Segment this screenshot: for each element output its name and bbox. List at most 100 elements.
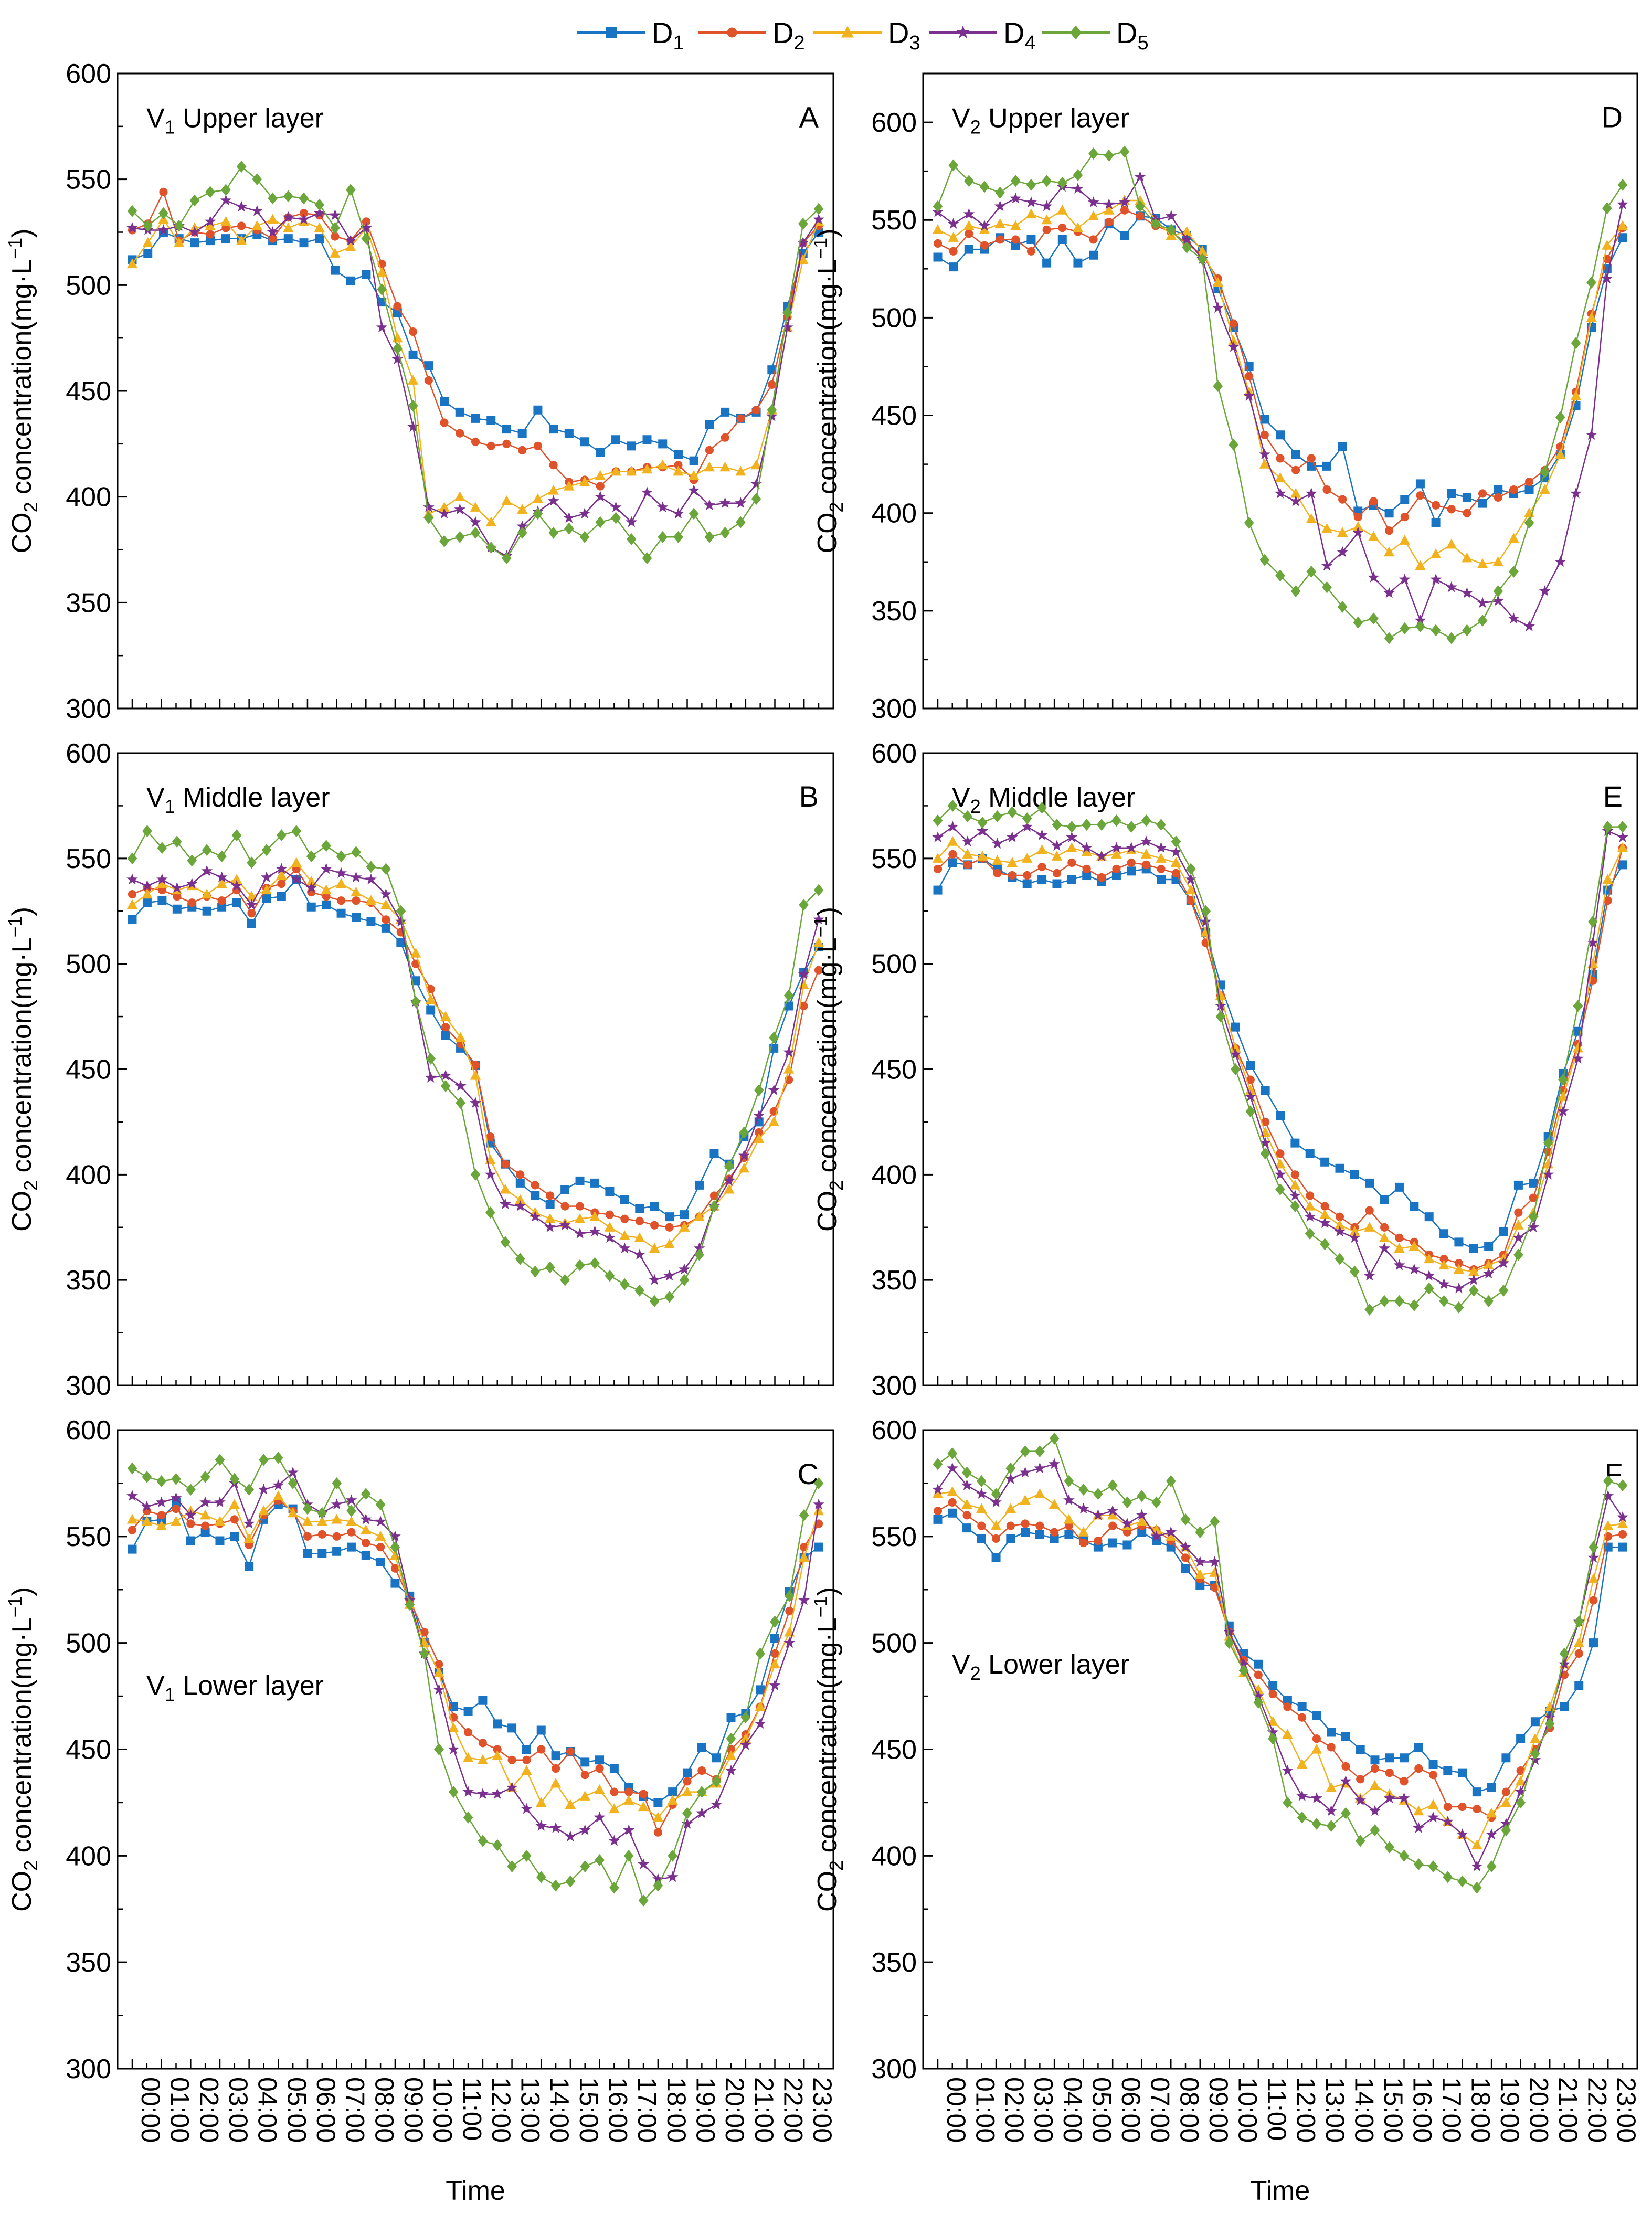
data-point [1089,235,1098,244]
data-point [1035,1521,1044,1530]
data-point [575,1176,585,1185]
data-point [1275,569,1285,582]
data-point [756,1685,765,1695]
data-point [1006,831,1018,842]
data-point [390,1564,400,1573]
data-point [575,1259,585,1272]
data-point [1209,1567,1220,1577]
data-point [595,1755,605,1765]
data-point [1050,1528,1059,1537]
data-point [1057,177,1067,189]
series-d4 [126,1466,824,1884]
data-point [1413,1805,1424,1816]
data-point [1512,1232,1524,1243]
data-point [620,1195,629,1205]
data-point [1127,858,1136,867]
x-tick-label: 09:00 [1204,2077,1233,2143]
data-point [1334,1220,1346,1230]
data-point [1454,1301,1464,1314]
data-point [1617,198,1628,209]
data-point [1140,835,1152,846]
data-point [1290,495,1302,506]
data-point [267,226,279,237]
data-point [493,1719,502,1729]
data-point [1120,206,1129,215]
data-point [948,159,959,172]
data-point [259,1454,269,1466]
data-point [1156,853,1167,863]
data-point [1312,1734,1321,1743]
data-point [1589,1596,1598,1605]
data-point [1492,556,1503,566]
data-point [992,855,1003,865]
data-point [1194,1556,1206,1567]
data-point [1570,390,1582,400]
data-point [1103,198,1115,209]
data-point [1259,554,1270,566]
data-point [424,361,433,370]
data-point [1385,1769,1394,1777]
legend-item-d3: D3 [813,16,920,54]
data-point [1408,1263,1420,1275]
data-point [1571,337,1581,350]
data-point [408,350,418,359]
data-point [721,407,730,417]
data-point [551,1764,560,1773]
data-point [550,1822,562,1833]
data-point [1414,615,1426,626]
data-point [933,864,943,873]
data-point [276,829,287,842]
data-point [1088,210,1099,220]
data-point [1311,1818,1322,1830]
data-point [1472,1787,1481,1797]
data-point [783,989,794,1002]
data-point [189,226,200,237]
data-point [1574,1615,1584,1628]
data-point [1446,632,1457,644]
data-point [739,1126,749,1139]
data-point [560,1274,570,1286]
data-point [205,186,215,198]
data-point [1559,1647,1570,1660]
data-point [171,1516,182,1526]
data-point [1617,220,1628,230]
data-point [1400,495,1410,504]
data-point [664,1238,675,1248]
data-point [516,520,528,532]
data-point [1400,622,1410,634]
data-point [933,252,943,262]
data-point [1337,546,1348,557]
series-d5 [127,1452,824,1907]
data-point [485,516,496,527]
x-tick-label: 06:00 [311,2077,341,2143]
data-point [1370,1764,1380,1773]
data-point [963,175,974,187]
data-point [282,211,294,223]
data-point [642,552,652,565]
data-point [376,1543,385,1552]
data-point [566,1747,575,1756]
data-point [362,217,370,226]
data-point [1063,1513,1075,1524]
data-point [287,1466,299,1478]
data-point [1500,1797,1512,1807]
data-point [422,501,435,513]
y-tick-label: 500 [66,949,111,980]
data-point [247,856,257,869]
y-tick-label: 550 [871,844,917,874]
data-point [1079,1538,1088,1548]
data-point [1142,860,1151,869]
data-point [471,437,480,446]
data-point [462,1786,474,1797]
data-point [682,1807,692,1819]
data-point [273,1452,283,1464]
data-point [305,882,317,893]
data-point [337,896,346,905]
data-point [1409,1299,1420,1311]
data-point [303,1549,312,1558]
y-tick-label: 400 [66,1841,111,1871]
data-point [798,254,809,264]
data-point [1291,450,1300,459]
data-point [1006,1521,1015,1530]
data-point [1120,231,1129,240]
